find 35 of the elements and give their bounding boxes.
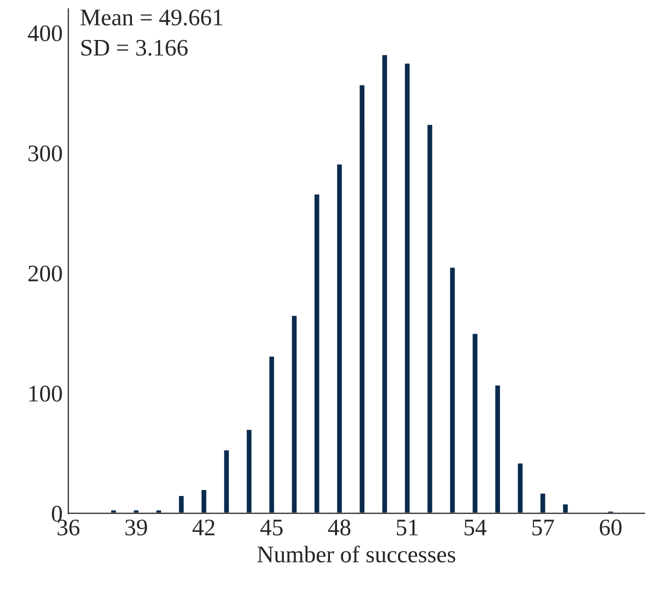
- x-tick-label: 60: [600, 520, 622, 536]
- bar: [426, 123, 434, 514]
- bar: [200, 488, 208, 514]
- x-tick-label: 42: [192, 520, 214, 536]
- bar: [313, 193, 321, 514]
- bar: [245, 428, 253, 514]
- x-tick-label: 57: [532, 520, 554, 536]
- x-tick-label: 39: [125, 520, 147, 536]
- bar: [222, 448, 230, 514]
- bar: [562, 502, 570, 514]
- bar: [290, 314, 298, 514]
- bar: [404, 62, 412, 514]
- y-tick-label: 300: [28, 145, 62, 162]
- x-tick-label: 51: [396, 520, 418, 536]
- y-tick-label: 100: [29, 386, 62, 402]
- y-tick-label: 200: [28, 266, 62, 282]
- x-tick-label: 45: [260, 520, 283, 536]
- bar: [539, 492, 547, 514]
- x-tick-label: 36: [58, 520, 80, 536]
- annotation: Mean = 49.661: [80, 10, 222, 26]
- x-axis-title: Number of successes: [257, 546, 456, 562]
- annotation: SD = 3.166: [81, 40, 188, 56]
- bar: [358, 84, 366, 514]
- bar: [471, 332, 479, 514]
- y-tick-label: 400: [28, 25, 62, 42]
- bar: [516, 462, 524, 514]
- bar: [268, 355, 276, 514]
- bar: [448, 266, 456, 514]
- bar: [178, 494, 186, 514]
- y-tick-label: 0: [52, 506, 62, 522]
- x-tick-label: 48: [328, 520, 350, 536]
- x-tick-label: 54: [464, 520, 486, 536]
- bar: [380, 54, 388, 514]
- bar: [494, 384, 502, 514]
- bar: [336, 163, 344, 514]
